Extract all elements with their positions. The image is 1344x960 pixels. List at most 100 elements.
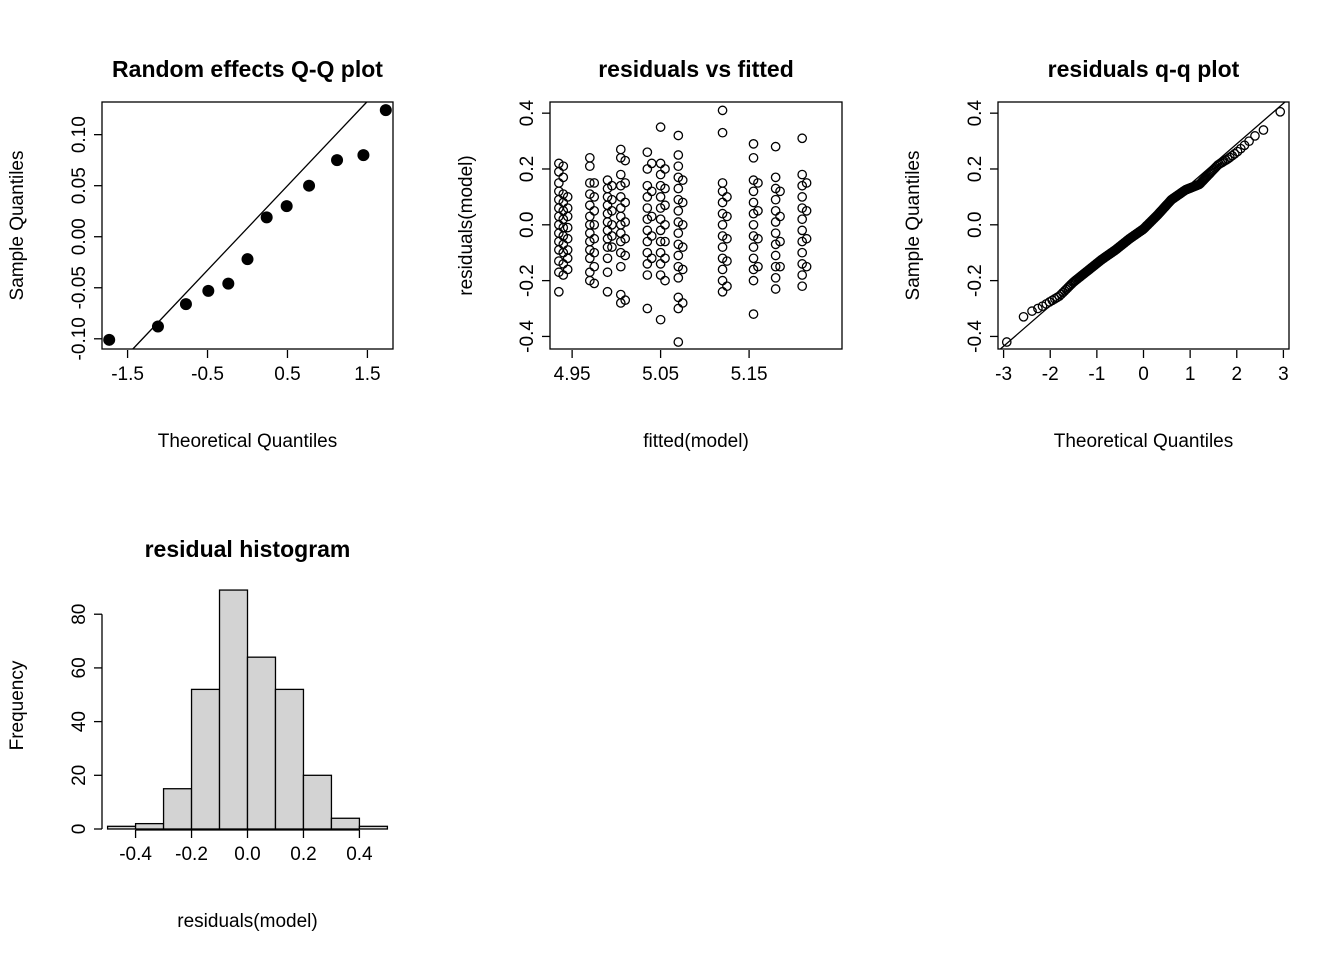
x-tick-label: 5.05	[642, 364, 679, 385]
data-point	[717, 178, 728, 188]
data-point	[584, 228, 595, 239]
data-point	[660, 236, 670, 247]
data-point	[642, 303, 653, 314]
data-point	[722, 233, 732, 244]
x-tick-label: 0.5	[274, 364, 300, 385]
data-point	[655, 236, 666, 247]
data-point	[775, 186, 785, 197]
data-point	[797, 214, 808, 225]
data-point	[660, 200, 670, 211]
data-point	[620, 197, 631, 208]
data-point	[770, 141, 781, 152]
data-point	[677, 197, 688, 208]
y-tick-label: 0.0	[965, 212, 986, 238]
data-point	[673, 150, 684, 160]
data-point	[775, 261, 785, 272]
y-tick-label: 0.10	[69, 116, 90, 153]
data-point	[748, 309, 759, 319]
data-point	[620, 217, 631, 227]
data-point	[103, 333, 116, 346]
data-point	[589, 278, 600, 289]
data-point	[642, 203, 653, 213]
data-point	[620, 155, 631, 166]
data-point	[589, 178, 600, 188]
data-point	[558, 172, 569, 183]
data-point	[673, 130, 684, 141]
x-tick-label: -0.2	[175, 844, 208, 865]
data-point	[607, 242, 617, 252]
data-point	[717, 186, 728, 197]
y-tick-label: 0.4	[517, 100, 538, 127]
data-point	[562, 222, 573, 233]
x-tick-label: -0.5	[191, 364, 224, 385]
data-point	[1258, 125, 1269, 135]
data-point	[775, 236, 785, 247]
data-point	[717, 264, 728, 275]
data-point	[584, 253, 595, 264]
data-point	[615, 169, 626, 180]
histogram-bar	[134, 822, 165, 830]
data-point	[655, 214, 666, 225]
data-point	[748, 242, 759, 252]
data-point	[797, 225, 808, 236]
x-tick-label: -0.4	[119, 844, 152, 865]
y-tick-label: 0.05	[69, 167, 90, 204]
plot-frame	[997, 101, 1290, 350]
data-point	[151, 320, 164, 333]
residual-histogram-panel: residual histogram residuals(model) Freque…	[7, 536, 389, 932]
data-point	[748, 253, 759, 264]
data-point	[615, 211, 626, 222]
data-point	[620, 178, 631, 188]
data-point	[673, 292, 684, 303]
data-point	[673, 337, 684, 347]
data-point	[589, 205, 600, 216]
data-point	[615, 261, 626, 272]
x-tick-label: -3	[995, 364, 1012, 385]
data-point	[584, 161, 595, 172]
data-point	[770, 272, 781, 283]
data-point	[202, 284, 215, 297]
data-point	[1250, 131, 1260, 141]
histogram-bar	[302, 774, 333, 830]
data-point	[770, 250, 781, 261]
data-point	[615, 192, 626, 202]
y-tick-label: -0.2	[965, 264, 986, 297]
data-point	[602, 242, 613, 252]
data-point	[589, 233, 600, 244]
histogram-bar	[218, 589, 249, 830]
data-point	[673, 250, 684, 261]
y-axis-label: Sample Quantiles	[7, 151, 28, 301]
data-point	[722, 256, 732, 266]
data-point	[717, 275, 728, 286]
data-point	[602, 225, 613, 236]
data-point	[655, 169, 666, 180]
data-point	[589, 261, 600, 272]
data-point	[620, 233, 631, 244]
data-point	[722, 211, 732, 222]
data-point	[602, 200, 613, 211]
y-tick-label: 0.00	[69, 218, 90, 255]
chart-title: residual histogram	[145, 536, 351, 562]
data-point	[602, 286, 613, 297]
data-point	[722, 281, 732, 292]
y-axis-label: residuals(model)	[456, 155, 477, 295]
data-point	[584, 267, 595, 278]
data-point	[770, 194, 781, 205]
data-point	[677, 298, 688, 308]
data-point	[562, 264, 573, 275]
data-point	[553, 166, 564, 177]
data-point	[1001, 337, 1012, 347]
data-point	[562, 192, 573, 202]
data-point	[717, 105, 728, 116]
data-point	[655, 259, 666, 269]
data-point	[770, 205, 781, 216]
data-point	[770, 261, 781, 272]
data-point	[646, 253, 657, 264]
data-point	[660, 253, 670, 264]
data-point	[655, 122, 666, 132]
data-point	[642, 236, 653, 247]
data-point	[357, 149, 370, 162]
data-point	[753, 178, 763, 188]
histogram-bar	[274, 688, 305, 830]
data-point	[642, 147, 653, 158]
